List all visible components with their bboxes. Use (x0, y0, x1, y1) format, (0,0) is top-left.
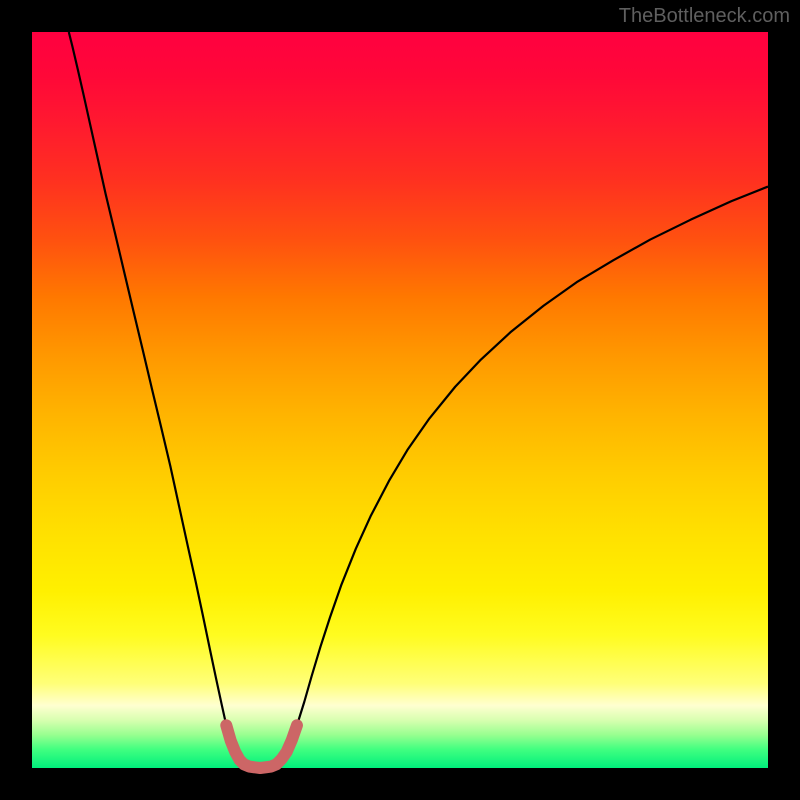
chart-svg: TheBottleneck.com (0, 0, 800, 800)
plot-background (32, 32, 768, 768)
chart-container: TheBottleneck.com (0, 0, 800, 800)
watermark-text: TheBottleneck.com (619, 5, 790, 27)
